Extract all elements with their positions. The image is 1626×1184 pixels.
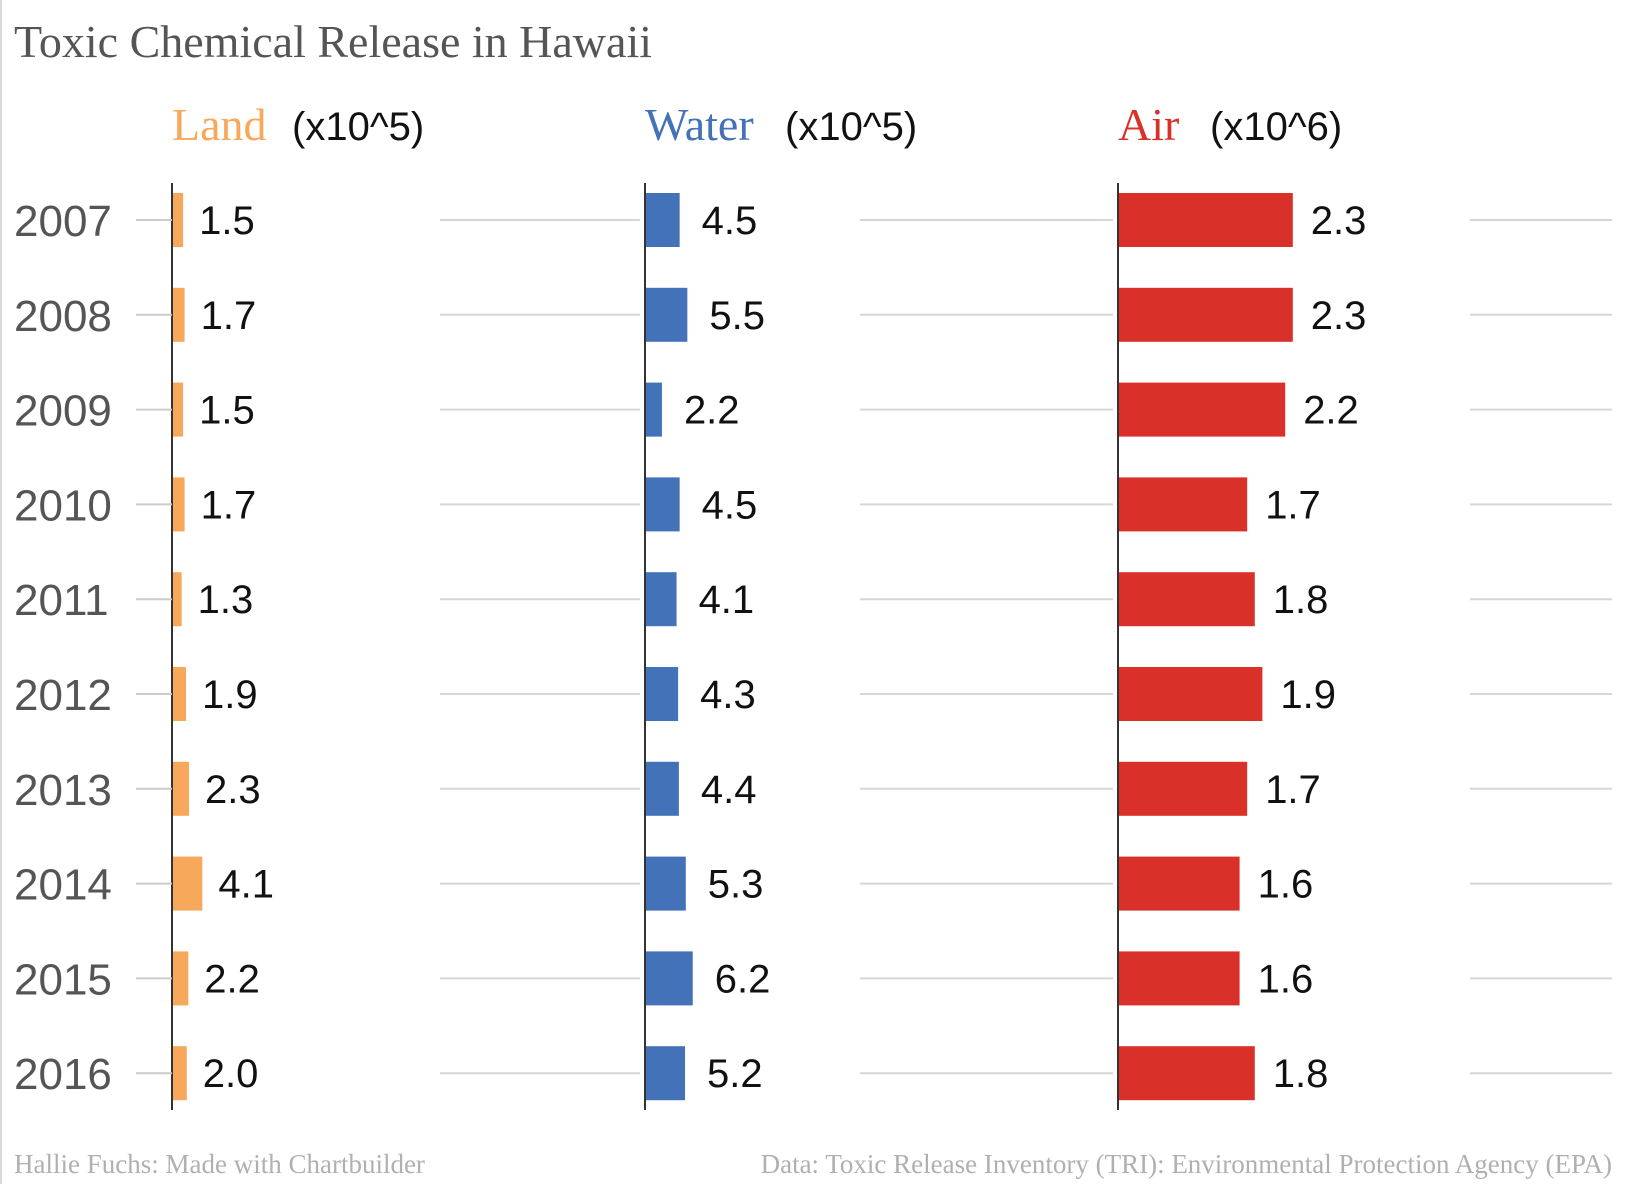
panel-title: Water <box>645 99 754 150</box>
bar-water <box>645 1046 686 1101</box>
data-label: 5.3 <box>708 863 764 907</box>
panel-unit: (x10^6) <box>1210 105 1342 149</box>
data-label: 4.5 <box>702 483 758 527</box>
bar-land <box>172 761 190 816</box>
bar-land <box>172 477 185 532</box>
data-label: 1.6 <box>1258 863 1314 907</box>
bar-air <box>1118 382 1286 437</box>
data-label: 2.2 <box>1303 389 1359 433</box>
bar-water <box>645 856 686 911</box>
data-label: 2.3 <box>1311 199 1367 243</box>
data-label: 1.9 <box>1280 673 1336 717</box>
bar-air <box>1118 477 1248 532</box>
bar-water <box>645 667 679 721</box>
bar-air <box>1118 287 1293 342</box>
year-label: 2007 <box>14 197 112 246</box>
bar-air <box>1118 572 1255 627</box>
year-label: 2011 <box>14 576 109 625</box>
panel-unit: (x10^5) <box>292 105 424 149</box>
footer-source: Data: Toxic Release Inventory (TRI): Env… <box>761 1149 1612 1179</box>
panel-title: Land <box>172 99 267 150</box>
bar-air <box>1118 667 1263 721</box>
bar-air <box>1118 951 1240 1006</box>
data-label: 2.0 <box>203 1052 259 1096</box>
data-label: 2.3 <box>205 768 261 812</box>
data-label: 2.2 <box>204 957 260 1001</box>
data-label: 1.8 <box>1273 578 1329 622</box>
bar-land <box>172 572 182 627</box>
data-label: 5.2 <box>707 1052 763 1096</box>
data-label: 1.8 <box>1273 1052 1329 1096</box>
footer-credit: Hallie Fuchs: Made with Chartbuilder <box>14 1149 425 1179</box>
year-label: 2009 <box>14 387 112 436</box>
data-label: 4.1 <box>699 578 755 622</box>
data-label: 1.6 <box>1258 957 1314 1001</box>
panel-air: Air (x10^6) 2.3 2.3 2.2 1.7 1.8 1.9 1.7 1.6 1.6 1.8 <box>1117 99 1612 1110</box>
bar-air <box>1118 856 1240 911</box>
year-label: 2008 <box>14 292 112 341</box>
data-label: 2.3 <box>1311 294 1367 338</box>
chart-title: Toxic Chemical Release in Hawaii <box>14 16 652 67</box>
panel-water: Water (x10^5) 4.5 5.5 2.2 4.5 4.1 4.3 4.4 5.3 6.2 5… <box>644 99 1113 1110</box>
bar-water <box>645 761 679 816</box>
bar-land <box>172 382 184 437</box>
year-label: 2013 <box>14 766 112 815</box>
data-label: 4.3 <box>700 673 756 717</box>
data-label: 1.3 <box>198 578 254 622</box>
year-label: 2015 <box>14 955 112 1004</box>
panel-land: Land (x10^5) 1.5 1.7 1.5 1.7 1.3 1.9 2.3 4.1 2.2 2.… <box>171 99 640 1110</box>
year-label: 2010 <box>14 481 112 530</box>
bar-water <box>645 287 688 342</box>
data-label: 1.5 <box>199 389 255 433</box>
bar-land <box>172 193 184 247</box>
data-label: 1.7 <box>1265 768 1321 812</box>
year-label: 2016 <box>14 1050 112 1099</box>
data-label: 1.7 <box>1265 483 1321 527</box>
bar-land <box>172 287 185 342</box>
data-label: 1.7 <box>201 483 257 527</box>
bar-water <box>645 572 677 627</box>
panels: Land (x10^5) 1.5 1.7 1.5 1.7 1.3 1.9 2.3 4.1 2.2 2.… <box>171 99 1612 1110</box>
bar-air <box>1118 193 1293 247</box>
bar-land <box>172 1046 187 1101</box>
panel-title: Air <box>1118 99 1179 150</box>
data-label: 6.2 <box>715 957 771 1001</box>
data-label: 4.5 <box>702 199 758 243</box>
bar-water <box>645 951 693 1006</box>
data-label: 1.5 <box>199 199 255 243</box>
year-label: 2014 <box>14 861 112 910</box>
bar-water <box>645 477 680 532</box>
data-label: 5.5 <box>709 294 765 338</box>
bar-land <box>172 667 187 721</box>
panel-unit: (x10^5) <box>785 105 917 149</box>
bar-water <box>645 193 680 247</box>
bar-land <box>172 951 189 1006</box>
data-label: 2.2 <box>684 389 740 433</box>
bar-land <box>172 856 203 911</box>
bar-water <box>645 382 662 437</box>
data-label: 1.9 <box>202 673 258 717</box>
data-label: 1.7 <box>201 294 257 338</box>
year-labels: 2007 2008 2009 2010 2011 2012 2013 2014 2015 2016 <box>14 197 172 1099</box>
bar-air <box>1118 1046 1255 1101</box>
data-label: 4.1 <box>218 863 274 907</box>
data-label: 4.4 <box>701 768 757 812</box>
year-label: 2012 <box>14 671 112 720</box>
bar-air <box>1118 761 1248 816</box>
